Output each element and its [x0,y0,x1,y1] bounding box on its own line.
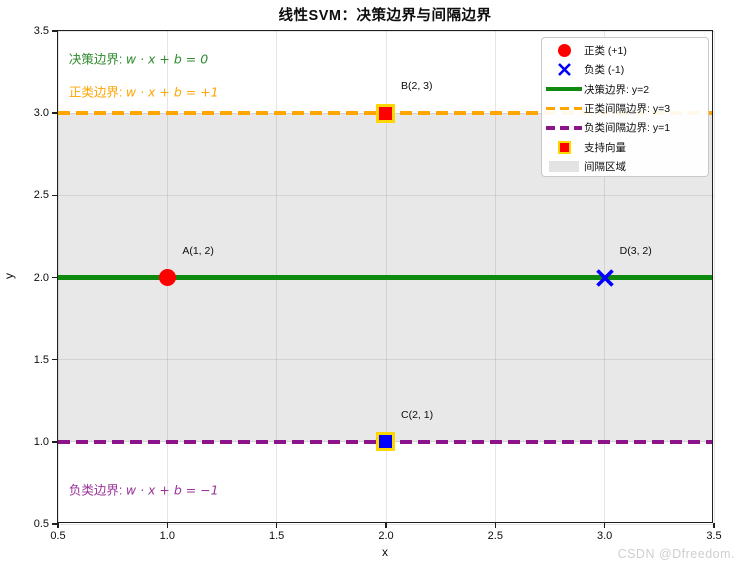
y-tick-label: 2.0 [33,271,49,284]
legend-handle [544,126,584,130]
legend-item-positive-margin: 正类间隔边界: y=3 [544,99,708,118]
annotation-formula: w · x + b = +1 [125,84,219,100]
point-label: A(1, 2) [182,244,214,257]
legend-item-negative-margin: 负类间隔边界: y=1 [544,118,708,137]
x-tick-label: 0.5 [50,530,66,542]
legend-item-negative-class: 负类 (-1) [544,60,708,79]
legend-label: 间隔区域 [584,160,626,173]
x-tick-mark [385,522,387,528]
legend-item-decision-boundary: 决策边界: y=2 [544,80,708,99]
x-tick-mark [603,522,606,528]
x-tick-mark [275,522,278,528]
x-tick-mark [713,522,715,528]
y-tick-mark [51,358,57,361]
boundary-annotation: 决策边界: w · x + b = 0 [69,49,208,68]
legend-item-support-vector: 支持向量 [544,137,708,156]
legend-label: 正类间隔边界: y=3 [584,103,671,116]
point-label: B(2, 3) [401,80,433,93]
y-tick-label: 3.5 [33,25,49,37]
support-vector-icon [557,140,571,154]
data-point-support-vector [376,103,396,123]
chart-title: 线性SVM：决策边界与间隔边界 [278,8,492,24]
y-tick-label: 2.5 [33,189,49,202]
annotation-formula: w · x + b = −1 [125,482,219,498]
legend-handle [544,87,584,92]
legend-handle [544,106,584,111]
purple-dashed-line-icon [546,126,582,130]
legend-handle [544,160,584,172]
gray-patch-icon [549,160,579,172]
data-point-x [595,268,615,288]
y-tick-label: 3.0 [33,107,49,120]
x-tick-mark [57,522,59,528]
legend-handle [544,62,584,77]
x-tick-label: 3.5 [706,530,722,542]
data-point-circle [158,269,176,286]
boundary-line [58,275,712,280]
legend-label: 负类间隔边界: y=1 [584,122,671,135]
legend: 正类 (+1) 负类 (-1) 决策边界: y=2 正类间隔边界: y=3 负类… [541,37,709,177]
blue-x-marker [595,268,614,287]
y-axis-label: y [2,273,16,279]
annotation-prefix: 正类边界: [68,85,126,100]
y-tick-mark [51,112,57,114]
y-tick-mark [51,276,57,279]
point-label: C(2, 1) [401,408,434,421]
annotation-prefix: 决策边界: [68,52,126,67]
x-tick-label: 1.0 [159,530,175,542]
legend-label: 决策边界: y=2 [584,83,650,96]
x-tick-mark [166,522,169,528]
x-tick-label: 2.5 [487,530,503,542]
grid-line-horizontal [58,30,714,32]
annotation-prefix: 负类边界: [68,483,126,498]
y-tick-mark [51,523,57,525]
watermark: CSDN @Dfreedom. [617,547,735,561]
boundary-annotation: 负类边界: w · x + b = −1 [69,479,219,498]
boundary-annotation: 正类边界: w · x + b = +1 [69,81,219,100]
orange-dashed-line-icon [546,106,582,111]
blue-x-icon [557,63,571,77]
y-tick-label: 0.5 [33,518,49,530]
x-tick-label: 2.0 [378,530,394,542]
legend-label: 正类 (+1) [584,45,627,58]
legend-label: 支持向量 [584,141,626,154]
y-tick-mark [51,194,57,197]
y-tick-mark [51,441,57,443]
legend-handle [544,140,584,154]
y-tick-label: 1.0 [33,435,49,448]
grid-line-horizontal [58,194,714,196]
annotation-formula: w · x + b = 0 [125,51,209,67]
green-line-icon [546,87,582,92]
y-tick-label: 1.5 [33,353,49,366]
grid-line-horizontal [58,359,714,361]
y-tick-mark [51,30,57,32]
legend-item-positive-class: 正类 (+1) [544,41,708,60]
grid-line-vertical [713,31,715,524]
legend-handle [544,44,584,58]
point-label: D(3, 2) [619,244,652,257]
x-tick-mark [494,522,497,528]
x-tick-label: 1.5 [269,530,285,542]
data-point-support-vector [376,432,396,452]
legend-item-margin-region: 间隔区域 [544,157,708,176]
legend-label: 负类 (-1) [584,64,625,77]
x-axis-label: x [382,545,388,559]
red-circle-icon [557,44,571,58]
x-tick-label: 3.0 [597,530,613,542]
